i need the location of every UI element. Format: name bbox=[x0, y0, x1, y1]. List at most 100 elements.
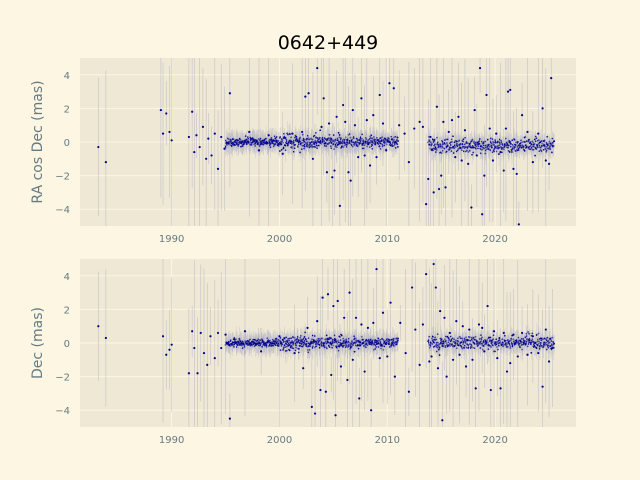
data-point bbox=[544, 159, 547, 162]
data-point bbox=[316, 66, 319, 70]
data-point bbox=[438, 354, 441, 356]
data-point bbox=[97, 145, 100, 149]
data-point bbox=[325, 334, 328, 337]
data-point bbox=[223, 147, 226, 150]
data-point bbox=[437, 187, 441, 191]
data-point bbox=[481, 213, 484, 216]
data-point bbox=[498, 153, 500, 155]
data-point bbox=[170, 139, 173, 142]
x-tick-label: 2010 bbox=[375, 234, 400, 245]
y-tick-label: 0 bbox=[64, 138, 70, 149]
data-point bbox=[213, 132, 216, 135]
data-point bbox=[550, 77, 553, 80]
data-point bbox=[375, 156, 378, 159]
data-point bbox=[542, 148, 545, 151]
data-point bbox=[381, 122, 385, 125]
data-point bbox=[331, 176, 334, 179]
data-point bbox=[508, 151, 511, 153]
data-point bbox=[307, 92, 310, 95]
data-point bbox=[360, 97, 363, 100]
data-point bbox=[201, 125, 205, 128]
data-point bbox=[216, 167, 220, 170]
data-point bbox=[432, 191, 435, 194]
data-point bbox=[377, 345, 380, 348]
y-tick-label: −2 bbox=[55, 172, 70, 183]
data-point bbox=[161, 132, 165, 135]
data-point bbox=[279, 349, 282, 352]
data-point bbox=[388, 82, 391, 85]
chart-title: 0642+449 bbox=[278, 32, 379, 54]
data-point bbox=[431, 143, 433, 145]
data-point bbox=[494, 350, 496, 353]
data-point bbox=[502, 169, 505, 172]
data-point bbox=[159, 108, 162, 112]
data-point bbox=[168, 130, 171, 134]
data-point bbox=[353, 350, 356, 353]
data-point bbox=[327, 122, 331, 125]
data-point bbox=[187, 135, 191, 139]
data-point bbox=[499, 150, 502, 154]
data-point bbox=[534, 154, 536, 157]
data-point bbox=[341, 103, 345, 107]
data-point bbox=[483, 174, 486, 177]
data-point bbox=[228, 92, 231, 95]
data-point bbox=[385, 149, 388, 152]
data-point bbox=[397, 140, 400, 142]
data-point bbox=[493, 141, 495, 144]
data-point bbox=[304, 95, 307, 98]
data-point bbox=[279, 150, 281, 152]
data-point bbox=[365, 119, 368, 122]
data-point bbox=[392, 87, 395, 90]
data-point bbox=[504, 127, 508, 130]
data-point bbox=[353, 124, 357, 127]
data-point bbox=[463, 129, 467, 132]
data-point bbox=[325, 171, 329, 174]
panel-ra: 1990 2000 2010 2020 −4 −2 0 2 4 RA cos Dec (mas) bbox=[30, 58, 576, 245]
data-point bbox=[193, 150, 196, 154]
data-point bbox=[454, 156, 457, 159]
data-point bbox=[541, 107, 544, 110]
data-point bbox=[533, 138, 536, 141]
data-point bbox=[444, 186, 447, 189]
data-point bbox=[551, 151, 553, 154]
y-axis-label: RA cos Dec (mas) bbox=[30, 80, 46, 203]
data-point bbox=[349, 179, 352, 182]
data-point bbox=[488, 127, 491, 130]
data-point bbox=[517, 223, 520, 226]
data-point bbox=[248, 130, 251, 134]
data-point bbox=[357, 156, 360, 159]
data-point bbox=[418, 120, 421, 123]
data-layer bbox=[97, 58, 556, 226]
data-point bbox=[344, 346, 347, 349]
data-point bbox=[467, 162, 470, 165]
data-point bbox=[440, 174, 443, 177]
data-point bbox=[470, 206, 473, 209]
data-point bbox=[320, 125, 323, 128]
data-point bbox=[363, 154, 366, 157]
y-tick-label: −4 bbox=[55, 205, 70, 216]
data-point bbox=[447, 130, 450, 134]
x-tick-label: 2020 bbox=[482, 234, 507, 245]
data-point bbox=[368, 164, 372, 167]
data-point bbox=[506, 90, 510, 93]
data-point bbox=[489, 336, 492, 339]
data-point bbox=[491, 159, 495, 162]
data-point bbox=[485, 93, 488, 97]
data-point bbox=[205, 157, 208, 160]
data-point bbox=[515, 172, 518, 176]
data-point bbox=[427, 177, 430, 181]
data-point bbox=[509, 88, 512, 92]
data-point bbox=[337, 131, 340, 134]
data-point bbox=[398, 124, 401, 127]
y-tick-label: 4 bbox=[64, 71, 70, 82]
data-point bbox=[457, 115, 460, 118]
data-point bbox=[351, 108, 354, 112]
data-point bbox=[526, 130, 529, 134]
data-point bbox=[523, 149, 526, 152]
x-tick-label: 2000 bbox=[267, 234, 292, 245]
data-point bbox=[462, 140, 465, 143]
data-point bbox=[435, 105, 439, 108]
data-point bbox=[537, 132, 540, 135]
